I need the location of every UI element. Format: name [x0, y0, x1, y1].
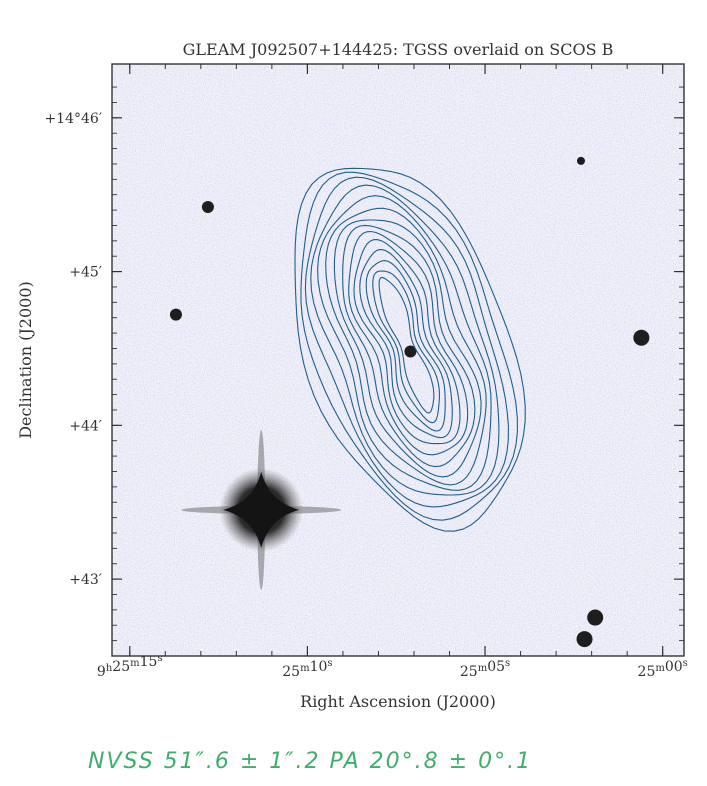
- y-tick-label: +44′: [69, 418, 102, 434]
- x-axis-label: Right Ascension (J2000): [300, 692, 496, 711]
- x-tick-label: 9h25m15s: [97, 653, 163, 680]
- plot-frame: [111, 63, 685, 657]
- sky-image: [112, 64, 684, 656]
- contour-level: [353, 239, 461, 445]
- star: [404, 345, 417, 358]
- y-axis-label: Declination (J2000): [16, 281, 35, 439]
- contour-level: [365, 260, 446, 432]
- star: [633, 329, 650, 346]
- star: [576, 156, 585, 165]
- y-tick-label: +45′: [69, 265, 102, 281]
- contour-level: [294, 167, 526, 532]
- contours-layer: [294, 167, 526, 532]
- chart-title: GLEAM J092507+144425: TGSS overlaid on S…: [183, 40, 614, 59]
- contour-level: [325, 207, 487, 486]
- x-tick-label: 25m10s: [282, 658, 332, 680]
- contour-level: [372, 270, 440, 424]
- contour-level: [348, 230, 469, 456]
- x-axis: 9h25m15s 25m10s 25m05s 25m00s: [97, 64, 688, 680]
- contour-level: [378, 276, 435, 414]
- contour-level: [310, 184, 500, 496]
- contour-level: [300, 171, 518, 521]
- star: [201, 201, 214, 214]
- contour-level: [359, 249, 453, 439]
- y-tick-label: +43′: [69, 572, 102, 588]
- stars-layer: [169, 156, 650, 648]
- nvss-annotation: NVSS 51″.6 ± 1″.2 PA 20°.8 ± 0°.1: [88, 749, 532, 774]
- contour-level: [317, 195, 492, 491]
- y-axis: +14°46′ +45′ +44′ +43′: [44, 86, 684, 657]
- contour-level: [304, 176, 509, 508]
- star-core: [223, 471, 300, 548]
- star: [169, 308, 182, 321]
- x-tick-label: 25m05s: [460, 658, 510, 680]
- x-tick-label: 25m00s: [638, 658, 688, 680]
- contour-level: [333, 219, 482, 478]
- star: [587, 609, 604, 626]
- y-tick-label: +14°46′: [44, 111, 102, 127]
- contour-level: [342, 224, 476, 468]
- star: [576, 631, 593, 648]
